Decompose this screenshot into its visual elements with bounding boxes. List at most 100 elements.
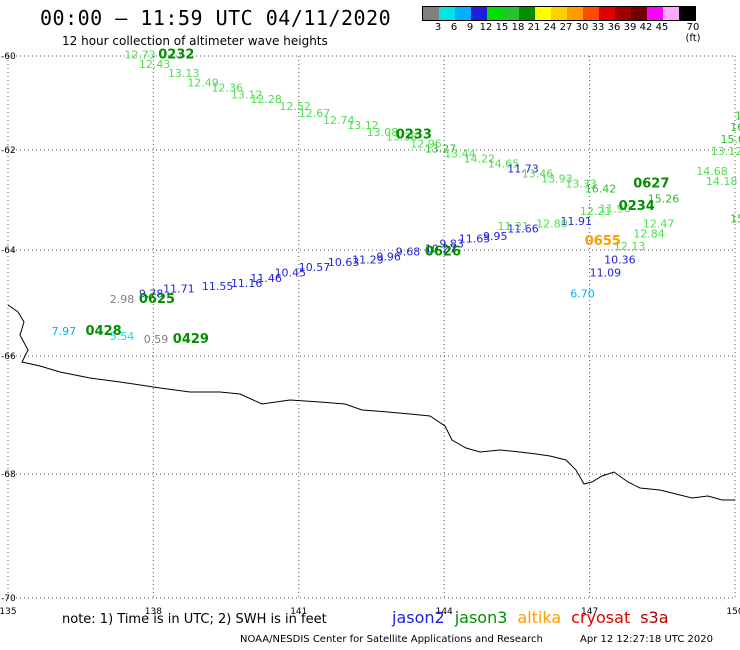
legend-swatch [439, 7, 455, 20]
wave-height-value: 5.54 [110, 330, 135, 343]
track-time-label: 0626 [425, 244, 461, 259]
wave-height-value: 14.68 [696, 165, 728, 178]
track-time-label: 0232 [158, 47, 194, 62]
wave-height-value: 10.36 [604, 253, 636, 266]
wave-height-value: 11.66 [507, 223, 539, 236]
legend-swatch [583, 7, 599, 20]
wave-height-value: 11.73 [507, 163, 539, 176]
legend-labels: 3 6 9 12 15 18 21 24 27 30 33 36 39 42 45 70 (ft) [422, 22, 740, 44]
footer-credit: NOAA/NESDIS Center for Satellite Applica… [240, 634, 543, 645]
track-time-label: 0428 [86, 324, 122, 339]
lat-tick-label: -68 [1, 470, 16, 480]
legend-swatch [599, 7, 615, 20]
wave-height-value: 15.13 [730, 213, 740, 226]
wave-height-value: 11.71 [163, 282, 195, 295]
legend-label: 30 [575, 22, 589, 33]
wave-height-value: 16.42 [585, 183, 617, 196]
wave-height-value: 13.38 [386, 131, 418, 144]
legend-label: 70 (ft) [685, 22, 701, 44]
wave-height-value: 14.22 [464, 153, 496, 166]
lon-tick-label: 144 [436, 607, 453, 617]
satellite-name: cryosat [571, 608, 631, 627]
wave-height-value: 13.44 [444, 148, 476, 161]
color-legend: 3 6 9 12 15 18 21 24 27 30 33 36 39 42 45 70 (ft) [422, 6, 701, 44]
legend-label: 24 [543, 22, 557, 33]
wave-height-value: 14.65 [488, 158, 520, 171]
satellite-legend: jason2 jason3 altika cryosat s3a [392, 608, 679, 627]
wave-height-value: 11.21 [498, 220, 529, 233]
wave-height-value: 9.68 [396, 245, 421, 258]
legend-swatch [551, 7, 567, 20]
track-time-label: 0627 [633, 177, 669, 192]
lon-tick-label: 150 [726, 607, 740, 617]
legend-label: 3 [434, 22, 442, 33]
legend-swatch [503, 7, 519, 20]
footer-timestamp: Apr 12 12:27:18 UTC 2020 [580, 634, 713, 645]
legend-swatch [567, 7, 583, 20]
footer-note: note: 1) Time is in UTC; 2) SWH is in fe… [62, 612, 327, 627]
wave-height-value: 11.46 [250, 272, 281, 285]
legend-swatch [471, 7, 487, 20]
legend-label: 27 [559, 22, 573, 33]
legend-swatch [679, 7, 695, 20]
legend-swatch [455, 7, 471, 20]
wave-height-value: 2.98 [110, 293, 135, 306]
lat-tick-label: -62 [1, 146, 16, 156]
legend-label: 18 [511, 22, 525, 33]
wave-height-value: 10.45 [275, 267, 307, 280]
wave-height-value: 10.57 [299, 261, 331, 274]
wave-height-value: 11.29 [352, 253, 384, 266]
track-time-label: 0234 [619, 199, 655, 214]
wave-height-value: 13.33 [565, 178, 597, 191]
map-grid [7, 55, 736, 600]
wave-height-value: 12.28 [250, 93, 281, 106]
wave-height-value: 9.96 [376, 251, 401, 264]
page-subtitle: 12 hour collection of altimeter wave hei… [62, 34, 328, 48]
legend-swatch [423, 7, 439, 20]
track-time-label: 0625 [139, 292, 175, 307]
wave-height-value: 12.49 [187, 77, 219, 90]
wave-height-value: 10.27 [425, 243, 457, 256]
wave-height-value: 11.65 [459, 233, 491, 246]
wave-height-value: 12.47 [643, 218, 675, 231]
wave-height-value: 13.12 [711, 145, 740, 158]
legend-label: 15 [495, 22, 509, 33]
axis-ticks: 135 138 141 144 147 150 -60 -62 -64 -66 -68 -70 [0, 52, 740, 617]
wave-height-value: 11.09 [590, 267, 622, 280]
lat-tick-label: -64 [1, 246, 16, 256]
wave-height-value: 0.59 [144, 333, 169, 346]
wave-height-value: 10.63 [328, 256, 360, 269]
wave-height-value: 12.80 [536, 218, 568, 231]
lon-tick-label: 138 [145, 607, 162, 617]
wave-height-value: 11.16 [231, 277, 262, 290]
satellite-name: s3a [640, 608, 669, 627]
page-title: 00:00 – 11:59 UTC 04/11/2020 [40, 6, 392, 30]
wave-height-value: 9.78 [139, 288, 164, 301]
wave-height-value: 15.49 [735, 109, 740, 122]
wave-height-value: 12.84 [633, 228, 665, 241]
coastline-path [7, 304, 735, 501]
wave-height-value: 13.12 [347, 119, 379, 132]
wave-height-value: 9.95 [483, 230, 508, 243]
wave-height-value: 12.36 [212, 81, 244, 94]
wave-height-value: 15.26 [648, 193, 680, 206]
coastline [7, 304, 735, 501]
legend-swatch [519, 7, 535, 20]
lon-tick-label: 135 [0, 607, 17, 617]
wave-height-value: 12.43 [139, 58, 171, 71]
wave-height-value: 9.83 [439, 238, 464, 251]
legend-swatch [631, 7, 647, 20]
legend-swatches [422, 6, 696, 21]
lat-tick-label: -70 [1, 594, 16, 604]
wave-height-value: 12.13 [614, 240, 646, 253]
wave-height-value: 7.97 [52, 325, 76, 338]
legend-swatch [615, 7, 631, 20]
track-time-label: 0233 [396, 127, 432, 142]
wave-height-value: 6.70 [570, 288, 595, 301]
legend-label: 9 [466, 22, 474, 33]
legend-label: 36 [607, 22, 621, 33]
wave-height-value: 12.52 [279, 100, 311, 113]
legend-label: 42 [639, 22, 653, 33]
track-time-labels: 0232 0233 0626 0625 0428 0429 0627 0234 0655 [86, 47, 670, 346]
